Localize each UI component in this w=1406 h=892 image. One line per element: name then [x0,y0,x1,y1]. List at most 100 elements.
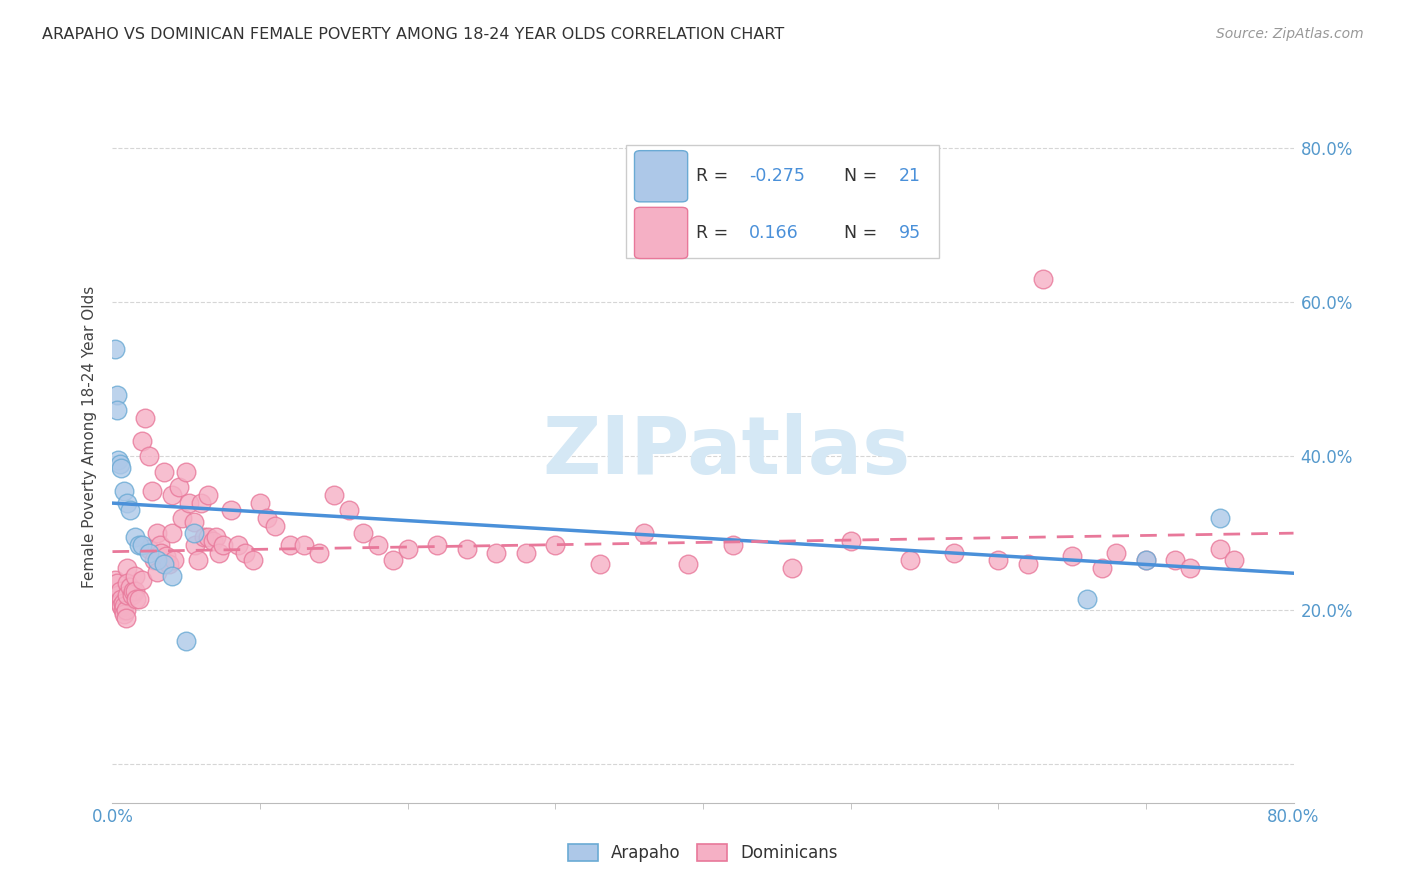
Text: R =: R = [696,167,734,186]
Point [134,410,156,425]
Point [721,538,744,552]
Point [278,538,301,552]
Point [146,526,169,541]
Point [138,450,160,464]
Point [839,534,862,549]
Point [170,511,193,525]
Point [141,483,163,498]
Text: ARAPAHO VS DOMINICAN FEMALE POVERTY AMONG 18-24 YEAR OLDS CORRELATION CHART: ARAPAHO VS DOMINICAN FEMALE POVERTY AMON… [42,27,785,42]
Point [155,549,177,564]
Point [160,488,183,502]
Point [153,557,176,571]
Point [588,557,610,571]
Point [212,538,235,552]
FancyBboxPatch shape [634,151,688,202]
Point [1164,553,1187,567]
Point [201,534,224,549]
Point [163,553,186,567]
Point [396,541,419,556]
Text: Source: ZipAtlas.com: Source: ZipAtlas.com [1216,27,1364,41]
Point [1208,511,1232,525]
Point [426,538,449,552]
Point [780,561,803,575]
Y-axis label: Female Poverty Among 18-24 Year Olds: Female Poverty Among 18-24 Year Olds [82,286,97,588]
Legend: Arapaho, Dominicans: Arapaho, Dominicans [561,837,845,869]
Point [233,545,256,559]
Point [382,553,405,567]
Point [110,461,132,475]
Point [117,588,138,602]
Point [131,434,153,448]
Point [187,553,209,567]
Point [987,553,1010,567]
Point [167,480,190,494]
Point [157,557,180,571]
Point [128,591,150,606]
Point [149,538,172,552]
Point [190,495,212,509]
Point [122,584,145,599]
FancyBboxPatch shape [626,145,939,258]
Point [485,545,508,559]
Point [112,483,135,498]
Point [131,573,153,587]
Point [1076,591,1098,606]
Point [120,580,142,594]
Point [112,607,135,622]
Point [337,503,360,517]
Point [146,553,169,567]
Point [111,603,134,617]
Point [124,568,146,582]
Point [105,576,128,591]
Point [125,591,148,606]
Text: N =: N = [844,167,883,186]
Point [898,553,921,567]
Point [678,557,700,571]
Point [150,545,173,559]
Point [160,568,183,582]
Point [128,538,150,552]
Point [160,526,183,541]
Point [367,538,389,552]
Point [633,526,655,541]
Point [1208,541,1232,556]
Point [184,538,207,552]
Point [292,538,315,552]
Point [138,541,160,556]
Point [208,545,231,559]
Point [108,596,131,610]
Point [124,584,146,599]
Point [183,515,205,529]
Point [142,553,165,567]
Point [114,603,136,617]
Point [219,503,242,517]
Point [1017,557,1039,571]
Text: N =: N = [844,224,883,242]
Point [124,530,146,544]
Point [117,495,138,509]
Point [111,596,134,610]
Point [112,599,135,614]
Point [1105,545,1128,559]
Point [138,545,160,559]
Point [256,511,278,525]
Point [197,530,219,544]
Point [174,634,197,648]
Point [544,538,567,552]
Point [104,342,127,356]
Point [308,545,330,559]
Point [110,599,132,614]
Point [1091,561,1114,575]
Point [110,591,132,606]
Point [131,538,153,552]
Point [121,588,143,602]
Point [323,488,346,502]
Point [226,538,249,552]
Point [249,495,271,509]
Point [1135,553,1157,567]
Point [174,465,197,479]
Text: 95: 95 [898,224,921,242]
Point [193,530,215,544]
Point [108,584,131,599]
Point [183,526,205,541]
